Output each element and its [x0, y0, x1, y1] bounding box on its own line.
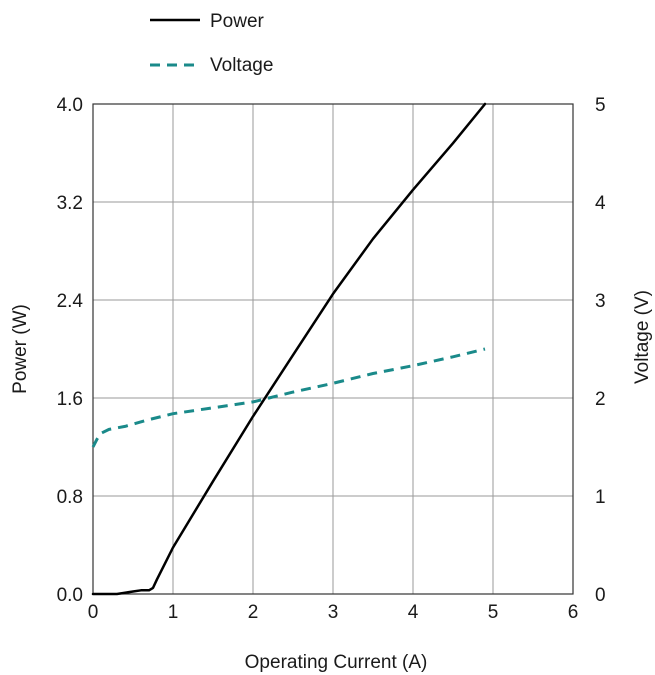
- y-tick-label: 0.8: [57, 487, 83, 508]
- y2-tick-label: 0: [595, 585, 606, 606]
- plot-frame: [92, 103, 574, 595]
- y-tick-label: 2.4: [57, 291, 84, 312]
- x-axis-title: Operating Current (A): [245, 652, 428, 673]
- y-tick-label: 3.2: [57, 193, 83, 214]
- legend: Power Voltage: [150, 11, 273, 76]
- legend-voltage-label: Voltage: [210, 55, 273, 76]
- x-tick-label: 3: [328, 602, 339, 623]
- y2-axis-title: Voltage (V): [632, 290, 653, 384]
- y-tick-label: 1.6: [57, 389, 83, 410]
- y-axis-title: Power (W): [10, 304, 31, 394]
- y2-tick-label: 5: [595, 95, 606, 116]
- x-tick-label: 2: [248, 602, 259, 623]
- series-line-voltage: [91, 347, 486, 448]
- series-layer: [91, 102, 487, 596]
- x-tick-label: 5: [488, 602, 499, 623]
- x-tick-label: 1: [168, 602, 179, 623]
- y2-tick-label: 1: [595, 487, 606, 508]
- tick-layer: 0 1 2 3 4 5 6 0.0 0.8 1.6 2.4 3.2 4.0 0 1 2 3 4 5: [57, 95, 606, 623]
- y2-tick-label: 4: [595, 193, 606, 214]
- y2-tick-label: 3: [595, 291, 606, 312]
- x-tick-label: 0: [88, 602, 99, 623]
- x-tick-label: 6: [568, 602, 579, 623]
- y-tick-label: 0.0: [57, 585, 83, 606]
- y-tick-label: 4.0: [57, 95, 83, 116]
- y2-tick-label: 2: [595, 389, 606, 410]
- legend-power-label: Power: [210, 11, 265, 32]
- x-tick-label: 4: [408, 602, 419, 623]
- series-line-power: [91, 102, 487, 596]
- grid: [93, 104, 573, 594]
